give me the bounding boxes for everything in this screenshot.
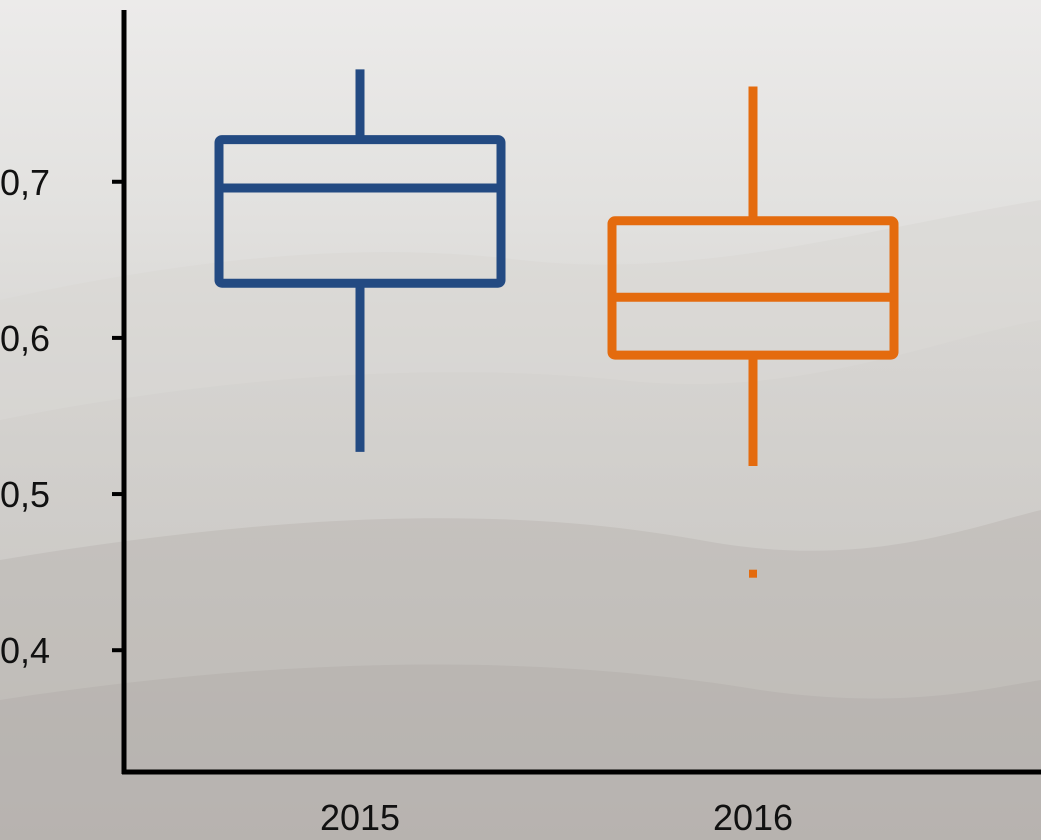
interquartile-box [214,135,506,288]
interquartile-box [607,216,899,360]
chart-axes [121,10,1041,775]
box-2016 [607,86,899,578]
x-tick-label: 2015 [320,797,400,838]
box-2015 [214,69,506,452]
y-axis-ticks: 0,4 0,5 0,6 0,7 [0,162,124,671]
y-tick-label: 0,7 [0,162,50,203]
y-tick-label: 0,6 [0,318,50,359]
box-series [214,69,899,578]
y-tick-label: 0,4 [0,630,50,671]
x-tick-label: 2016 [713,797,793,838]
y-tick-label: 0,5 [0,474,50,515]
x-axis-labels: 2015 2016 [320,797,793,838]
outlier-point [749,569,757,578]
